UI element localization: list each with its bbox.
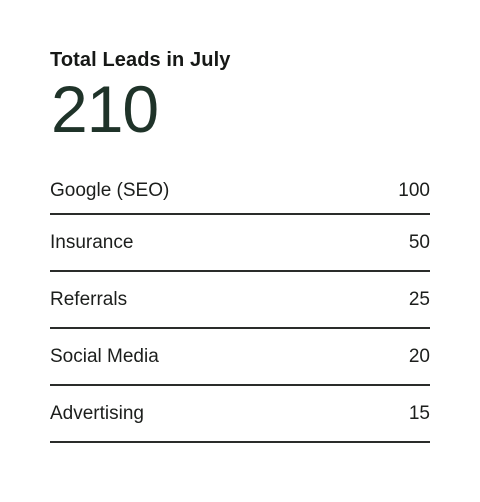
source-label: Social Media	[50, 345, 159, 367]
total-leads-value: 210	[51, 72, 159, 146]
list-item: Insurance 50	[50, 215, 430, 272]
card-title: Total Leads in July	[50, 49, 231, 71]
list-item: Advertising 15	[50, 386, 430, 443]
source-label: Google (SEO)	[50, 179, 170, 201]
source-label: Referrals	[50, 288, 128, 310]
list-item: Google (SEO) 100	[50, 168, 430, 215]
source-value: 100	[398, 179, 430, 201]
leads-summary-card: Total Leads in July 210 Google (SEO) 100…	[50, 47, 430, 443]
list-item: Social Media 20	[50, 329, 430, 386]
source-value: 15	[408, 402, 430, 424]
list-item: Referrals 25	[50, 272, 430, 329]
source-label: Insurance	[50, 231, 134, 253]
lead-sources-list: Google (SEO) 100 Insurance 50 Referrals …	[50, 168, 430, 443]
source-value: 25	[408, 288, 430, 310]
source-label: Advertising	[50, 402, 144, 424]
source-value: 20	[408, 345, 430, 367]
source-value: 50	[408, 231, 430, 253]
